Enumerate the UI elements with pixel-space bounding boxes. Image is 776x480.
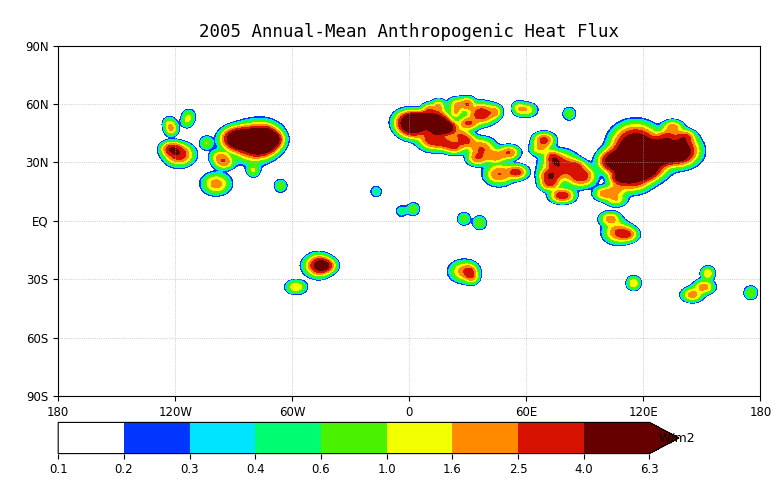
PathPatch shape [650,422,679,454]
Title: 2005 Annual-Mean Anthropogenic Heat Flux: 2005 Annual-Mean Anthropogenic Heat Flux [199,23,619,41]
Text: W/m2: W/m2 [658,432,695,444]
